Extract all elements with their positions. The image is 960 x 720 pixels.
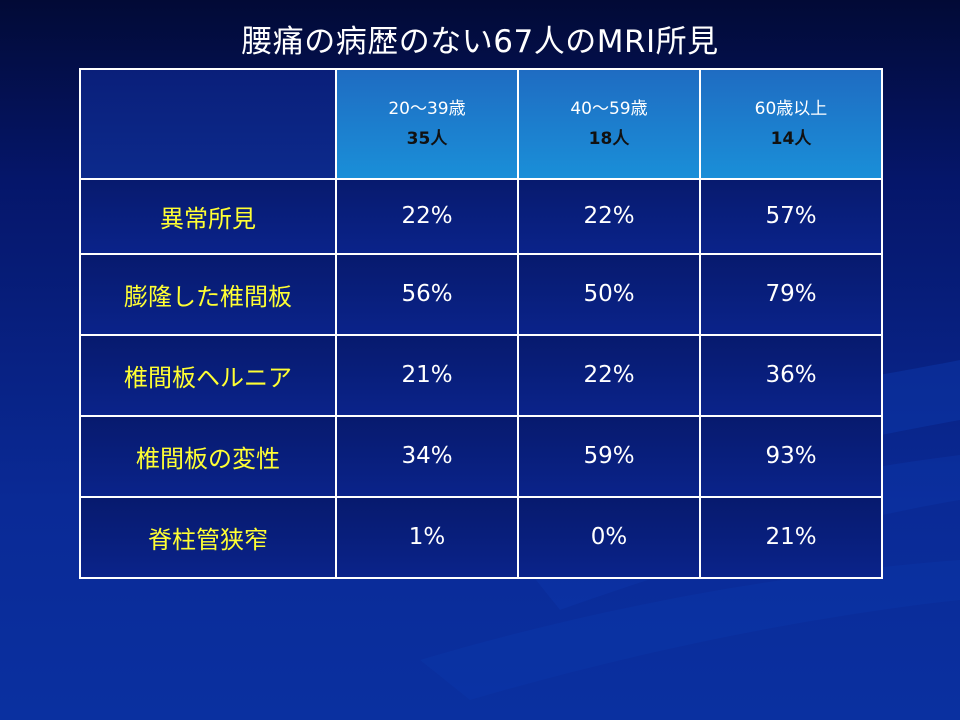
head-count-label: 14人 [770, 129, 812, 149]
head-count-label: 18人 [588, 129, 630, 149]
table-cell: 34% [335, 414, 519, 498]
row-label-spinal-stenosis: 脊柱管狭窄 [79, 495, 337, 580]
age-range-label: 20～39歳 [388, 99, 466, 119]
header-age-60-plus: 60歳以上 14人 [699, 68, 883, 180]
mri-findings-table: 20～39歳 35人 40～59歳 18人 60歳以上 14人 異常所見 22%… [79, 68, 883, 580]
row-label-disc-herniation: 椎間板ヘルニア [79, 333, 337, 417]
row-label-abnormal-findings: 異常所見 [79, 178, 337, 255]
table-cell: 22% [517, 178, 701, 255]
table-cell: 1% [335, 495, 519, 580]
table-row: 脊柱管狭窄 1% 0% 21% [79, 495, 883, 580]
table-cell: 56% [335, 252, 519, 336]
table-row: 膨隆した椎間板 56% 50% 79% [79, 252, 883, 336]
slide-title: 腰痛の病歴のない67人のMRI所見 [241, 24, 719, 60]
table-cell: 0% [517, 495, 701, 580]
table-cell: 59% [517, 414, 701, 498]
row-label-bulging-disc: 膨隆した椎間板 [79, 252, 337, 336]
table-cell: 79% [699, 252, 883, 336]
age-range-label: 60歳以上 [754, 99, 828, 119]
table-cell: 22% [335, 178, 519, 255]
head-count-label: 35人 [406, 129, 448, 149]
table-cell: 21% [699, 495, 883, 580]
table-row: 椎間板ヘルニア 21% 22% 36% [79, 333, 883, 417]
header-row: 20～39歳 35人 40～59歳 18人 60歳以上 14人 [79, 68, 883, 180]
table-cell: 57% [699, 178, 883, 255]
table-cell: 50% [517, 252, 701, 336]
table-cell: 21% [335, 333, 519, 417]
header-corner-cell [79, 68, 337, 180]
table-row: 異常所見 22% 22% 57% [79, 178, 883, 255]
table-cell: 22% [517, 333, 701, 417]
header-age-20-39: 20～39歳 35人 [335, 68, 519, 180]
table-cell: 93% [699, 414, 883, 498]
header-age-40-59: 40～59歳 18人 [517, 68, 701, 180]
age-range-label: 40～59歳 [570, 99, 648, 119]
table-row: 椎間板の変性 34% 59% 93% [79, 414, 883, 498]
table-cell: 36% [699, 333, 883, 417]
row-label-disc-degeneration: 椎間板の変性 [79, 414, 337, 498]
